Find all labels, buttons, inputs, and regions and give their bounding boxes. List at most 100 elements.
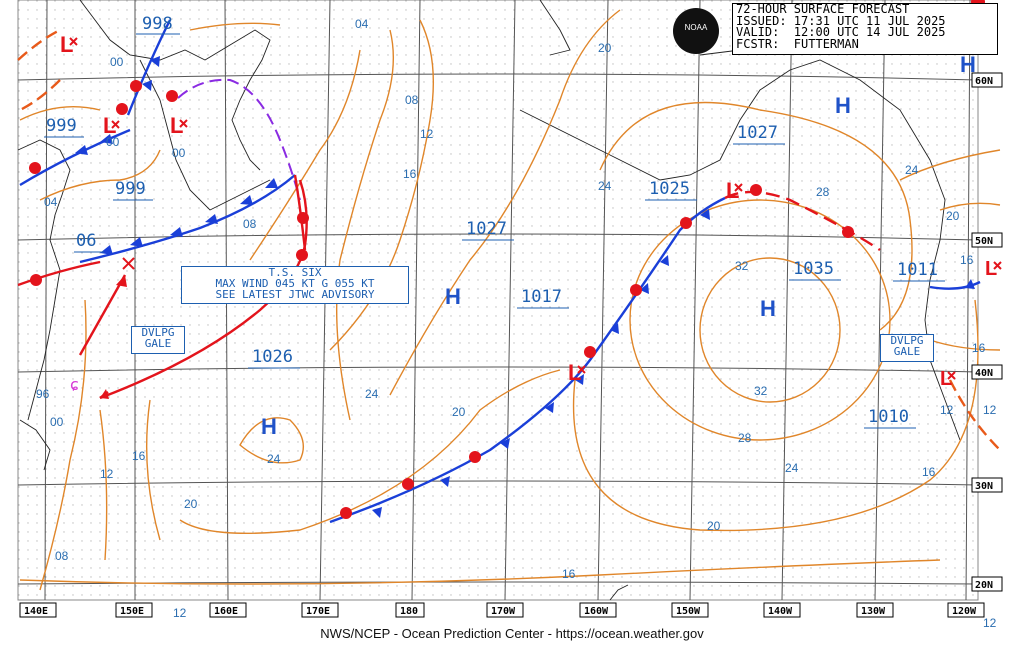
svg-text:50N: 50N bbox=[975, 236, 993, 247]
latitude-labels: 60N 50N 40N 30N 20N bbox=[971, 72, 1003, 592]
longitude-labels: 140E 150E 160E 170E 180 170W 160W 150W 1… bbox=[19, 602, 985, 618]
isobar-labels: 04 00 00 00 04 08 08 12 16 20 24 24 28 3… bbox=[36, 17, 997, 630]
cold-front-barbs bbox=[75, 56, 975, 518]
low-3: L bbox=[170, 113, 183, 138]
gale-east-line2: GALE bbox=[893, 345, 921, 358]
pressure-1010: 1010 bbox=[868, 407, 909, 427]
svg-text:120W: 120W bbox=[952, 606, 977, 617]
svg-text:20: 20 bbox=[707, 519, 721, 533]
svg-text:140E: 140E bbox=[24, 606, 48, 617]
pressure-1017: 1017 bbox=[521, 287, 562, 307]
advisory-line1: T.S. SIX bbox=[268, 266, 322, 279]
pressure-1027-b: 1027 bbox=[737, 123, 778, 143]
svg-text:16: 16 bbox=[960, 253, 974, 267]
svg-text:24: 24 bbox=[905, 163, 919, 177]
high-1: H bbox=[445, 284, 461, 309]
pressure-06: 06 bbox=[76, 231, 96, 251]
svg-text:24: 24 bbox=[785, 461, 799, 475]
pressure-1026: 1026 bbox=[252, 347, 293, 367]
header-valid: VALID: 12:00 UTC 14 JUL 2025 bbox=[736, 25, 946, 39]
svg-text:28: 28 bbox=[738, 431, 752, 445]
svg-text:16: 16 bbox=[132, 449, 146, 463]
pressure-1035: 1035 bbox=[793, 259, 834, 279]
svg-text:04: 04 bbox=[44, 195, 58, 209]
pressure-999-b: 999 bbox=[115, 179, 146, 199]
svg-text:08: 08 bbox=[405, 93, 419, 107]
gale-warning-west: DVLPG GALE bbox=[131, 326, 185, 354]
forecast-header: 72-HOUR SURFACE FORECAST ISSUED: 17:31 U… bbox=[732, 3, 998, 55]
pressure-1027-a: 1027 bbox=[466, 219, 507, 239]
gale-east-line1: DVLPG bbox=[890, 334, 924, 347]
svg-text:32: 32 bbox=[754, 384, 768, 398]
svg-text:20: 20 bbox=[598, 41, 612, 55]
svg-text:16: 16 bbox=[403, 167, 417, 181]
footer-credit: NWS/NCEP - Ocean Prediction Center - htt… bbox=[320, 626, 704, 641]
warm-front-bumps bbox=[29, 0, 985, 519]
low-pressure-centers: L L L L L L L bbox=[60, 32, 1002, 390]
high-5: H bbox=[960, 52, 976, 77]
svg-text:160E: 160E bbox=[214, 606, 238, 617]
svg-text:32: 32 bbox=[735, 259, 749, 273]
svg-text:150E: 150E bbox=[120, 606, 144, 617]
svg-text:12: 12 bbox=[420, 127, 434, 141]
svg-text:170W: 170W bbox=[491, 606, 516, 617]
svg-text:04: 04 bbox=[355, 17, 369, 31]
svg-text:160W: 160W bbox=[584, 606, 609, 617]
svg-text:08: 08 bbox=[55, 549, 69, 563]
svg-text:60N: 60N bbox=[975, 76, 993, 87]
coastlines bbox=[17, 0, 961, 601]
low-5: L bbox=[726, 178, 739, 203]
svg-text:20: 20 bbox=[452, 405, 466, 419]
svg-text:30N: 30N bbox=[975, 481, 993, 492]
svg-text:12: 12 bbox=[100, 467, 114, 481]
pressure-1011: 1011 bbox=[897, 260, 938, 280]
storm-advisory-box: T.S. SIX MAX WIND 045 KT G 055 KT SEE LA… bbox=[181, 266, 409, 304]
high-4: H bbox=[835, 93, 851, 118]
svg-text:16: 16 bbox=[562, 567, 576, 581]
svg-text:170E: 170E bbox=[306, 606, 330, 617]
svg-text:00: 00 bbox=[50, 415, 64, 429]
header-title: 72-HOUR SURFACE FORECAST bbox=[736, 2, 910, 16]
low-7: L bbox=[940, 368, 952, 390]
high-pressure-centers: H H H H H bbox=[261, 52, 976, 439]
svg-text:20N: 20N bbox=[975, 580, 993, 591]
gale-west-line1: DVLPG bbox=[141, 326, 175, 339]
gale-west-line2: GALE bbox=[144, 337, 172, 350]
svg-text:24: 24 bbox=[267, 452, 281, 466]
svg-text:08: 08 bbox=[243, 217, 257, 231]
pressure-999-a: 999 bbox=[46, 116, 77, 136]
advisory-line2: MAX WIND 045 KT G 055 KT bbox=[215, 277, 375, 290]
svg-text:40N: 40N bbox=[975, 368, 993, 379]
svg-text:24: 24 bbox=[598, 179, 612, 193]
gale-warning-east: DVLPG GALE bbox=[880, 334, 934, 362]
svg-text:140W: 140W bbox=[768, 606, 793, 617]
svg-text:180: 180 bbox=[400, 606, 418, 617]
svg-text:12: 12 bbox=[173, 606, 187, 620]
low-x-marks bbox=[69, 37, 1002, 380]
svg-text:12: 12 bbox=[983, 403, 997, 417]
header-forecaster: FCSTR: FUTTERMAN bbox=[736, 36, 859, 51]
pressure-1025: 1025 bbox=[649, 179, 690, 199]
high-3: H bbox=[760, 296, 776, 321]
svg-text:16: 16 bbox=[922, 465, 936, 479]
svg-text:28: 28 bbox=[816, 185, 830, 199]
svg-text:00: 00 bbox=[106, 135, 120, 149]
svg-text:24: 24 bbox=[365, 387, 379, 401]
svg-text:130W: 130W bbox=[861, 606, 886, 617]
svg-text:00: 00 bbox=[172, 146, 186, 160]
svg-text:96: 96 bbox=[36, 387, 50, 401]
svg-text:150W: 150W bbox=[676, 606, 701, 617]
svg-text:12: 12 bbox=[940, 403, 954, 417]
pressure-998: 998 bbox=[142, 14, 173, 34]
header-issued: ISSUED: 17:31 UTC 11 JUL 2025 bbox=[736, 13, 946, 28]
svg-text:20: 20 bbox=[946, 209, 960, 223]
svg-text:20: 20 bbox=[184, 497, 198, 511]
tropical-storm-icon: ɕ bbox=[70, 375, 79, 394]
noaa-logo: NOAA bbox=[673, 8, 719, 54]
high-2: H bbox=[261, 414, 277, 439]
pressure-values: 998 999 999 06 1026 1027 1017 1025 1027 … bbox=[44, 14, 945, 429]
svg-text:00: 00 bbox=[110, 55, 124, 69]
low-2: L bbox=[103, 113, 116, 138]
advisory-line3: SEE LATEST JTWC ADVISORY bbox=[215, 288, 375, 301]
